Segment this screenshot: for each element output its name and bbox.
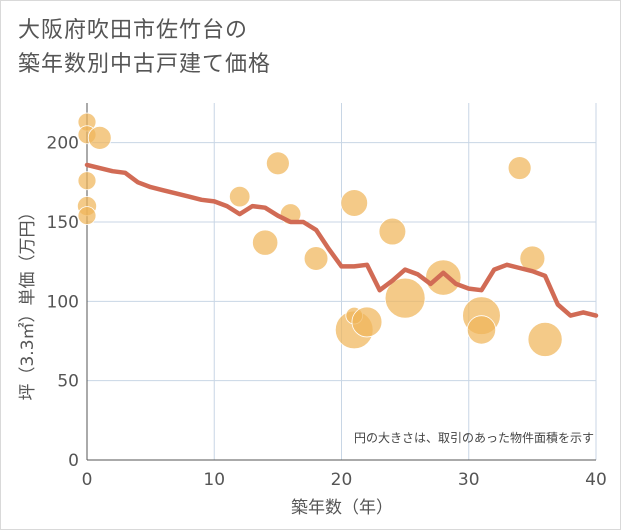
size-note: 円の大きさは、取引のあった物件面積を示す [354,430,594,445]
trend-line [84,162,599,318]
chart-title-line2: 築年数別中古戸建て価格 [18,52,272,77]
data-bubble [265,151,290,176]
bubble-series [77,112,563,357]
chart-title-line1: 大阪府吹田市佐竹台の [18,18,249,43]
y-tick-label: 150 [47,213,79,233]
data-bubble [77,171,97,191]
data-bubble [527,321,563,357]
data-bubble [303,246,329,271]
data-bubble [466,315,497,345]
x-tick-label: 10 [203,470,225,490]
data-bubble [351,306,383,338]
data-bubble [252,229,279,256]
data-bubble [87,126,112,150]
data-bubble [77,206,97,226]
x-tick-label: 40 [585,470,607,490]
grid-lines [87,103,597,460]
x-tick-label: 0 [82,470,93,490]
y-tick-label: 200 [47,134,79,154]
x-tick-label: 30 [458,470,480,490]
x-tick-label: 20 [331,470,353,490]
y-axis-label: 坪（3.3㎡）単価（万円） [18,203,38,400]
data-bubble [384,277,426,319]
x-axis-label: 築年数（年） [291,498,393,518]
y-tick-label: 50 [57,372,79,392]
data-bubble [228,185,251,208]
tick-labels: 0 50 100 150 200 0 10 20 30 40 [47,134,607,490]
y-tick-label: 100 [47,292,79,312]
trend-series [84,162,599,318]
chart-title: 大阪府吹田市佐竹台の 築年数別中古戸建て価格 [18,14,271,82]
axes [86,103,596,461]
data-bubble [507,156,532,180]
data-bubble [425,259,462,296]
data-bubble [378,217,407,246]
y-tick-label: 0 [68,451,79,471]
data-bubble [340,189,369,217]
